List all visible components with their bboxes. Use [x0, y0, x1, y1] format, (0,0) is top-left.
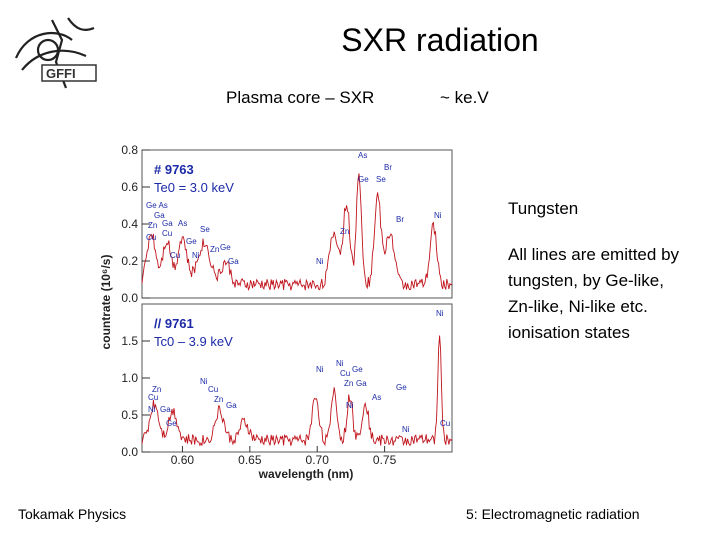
side-line: All lines are emitted by: [508, 245, 680, 264]
spectral-line-label: Cu: [170, 251, 180, 260]
spectral-line-label: Zn: [152, 385, 161, 394]
x-tick-label: 0.75: [373, 453, 397, 467]
spectral-line-label: Ge: [186, 237, 197, 246]
bottom-spectrum-line: [141, 335, 453, 447]
spectral-line-label: As: [372, 393, 381, 402]
side-line: Zn-like, Ni-like etc.: [508, 297, 648, 316]
spectral-line-label: Ge: [358, 175, 369, 184]
top-spectrum-line: [141, 173, 453, 292]
spectral-line-label: Ga: [228, 257, 239, 266]
y-tick-label: 0.6: [121, 180, 138, 194]
y-axis-label: countrate (10⁶/s): [99, 255, 113, 350]
spectral-line-label: Se: [200, 225, 210, 234]
spectral-line-label: Ga: [154, 211, 165, 220]
slide-title: SXR radiation: [341, 22, 539, 58]
y-tick-label: 0.0: [121, 291, 138, 305]
spectral-line-label: Ni: [346, 401, 354, 410]
spectral-line-label: Zn: [210, 245, 219, 254]
spectral-line-label: Se: [376, 175, 386, 184]
side-line: tungsten, by Ge-like,: [508, 271, 664, 290]
top-shot-label: # 9763: [154, 162, 194, 177]
sxr-spectrum-figure: 0.8 0.6 0.4 0.2 0.0 1.5 1.0 0.5 0.0 0.60 0.65 0.7…: [99, 143, 453, 481]
subtitle-energy: ~ ke.V: [440, 88, 489, 107]
side-line: ionisation states: [508, 323, 630, 342]
spectral-line-label: Ni: [148, 405, 156, 414]
spectral-line-label: Ga: [160, 405, 171, 414]
spectral-line-label: Cu: [146, 233, 156, 242]
spectral-line-label: Ge: [166, 419, 177, 428]
bottom-shot-label: // 9761: [154, 316, 194, 331]
spectral-line-label: Ni: [316, 257, 324, 266]
spectral-line-label: Cu: [440, 419, 450, 428]
y-tick-label: 1.5: [121, 334, 138, 348]
spectral-line-label: Cu: [148, 393, 158, 402]
y-tick-label: 0.0: [121, 445, 138, 459]
spectral-line-label: Ga: [356, 379, 367, 388]
spectral-line-label: Ni: [434, 211, 442, 220]
side-description: All lines are emitted by tungsten, by Ge…: [508, 242, 708, 346]
spectral-line-label: Ga: [226, 401, 237, 410]
y-tick-label: 1.0: [121, 371, 138, 385]
spectral-line-label: Ni: [316, 365, 324, 374]
spectral-line-label: Ge: [396, 383, 407, 392]
spectral-line-label: Ni: [436, 309, 444, 318]
institute-logo: GFFI: [14, 17, 97, 89]
spectral-line-label: Zn: [344, 379, 353, 388]
spectral-line-label: Br: [396, 215, 404, 224]
spectral-line-label: Cu: [162, 229, 172, 238]
footer-chapter: 5: Electromagnetic radiation: [466, 506, 640, 522]
y-tick-label: 0.8: [121, 143, 138, 157]
y-tick-label: 0.5: [121, 408, 138, 422]
top-temp-label: Te0 = 3.0 keV: [154, 180, 234, 195]
svg-text:GFFI: GFFI: [46, 66, 76, 81]
spectral-line-label: Ni: [336, 359, 344, 368]
x-tick-label: 0.60: [171, 453, 195, 467]
spectral-line-label: Ge: [220, 243, 231, 252]
spectral-line-label: Cu: [208, 385, 218, 394]
y-tick-label: 0.2: [121, 254, 138, 268]
spectral-line-label: Cu: [340, 369, 350, 378]
x-tick-label: 0.70: [306, 453, 330, 467]
spectral-line-label: Zn: [214, 395, 223, 404]
y-tick-label: 0.4: [121, 217, 138, 231]
subtitle-plasma-core: Plasma core – SXR: [226, 88, 375, 107]
spectral-line-label: As: [358, 151, 367, 160]
spectral-line-label: Ge As: [146, 201, 168, 210]
spectral-line-label: Ga: [162, 219, 173, 228]
spectral-line-label: Br: [384, 163, 392, 172]
bottom-temp-label: Tc0 – 3.9 keV: [154, 334, 233, 349]
side-heading-tungsten: Tungsten: [508, 199, 579, 218]
spectral-line-label: Zn: [340, 227, 349, 236]
spectral-line-label: Zn: [148, 221, 157, 230]
x-tick-label: 0.65: [238, 453, 262, 467]
x-axis-label: wavelength (nm): [258, 467, 354, 481]
spectral-line-label: Ge: [352, 365, 363, 374]
footer-course: Tokamak Physics: [18, 506, 127, 522]
spectral-line-label: Ni: [402, 425, 410, 434]
spectral-line-label: Ni: [192, 251, 200, 260]
spectral-line-label: As: [178, 219, 187, 228]
spectral-line-label: Ni: [200, 377, 208, 386]
